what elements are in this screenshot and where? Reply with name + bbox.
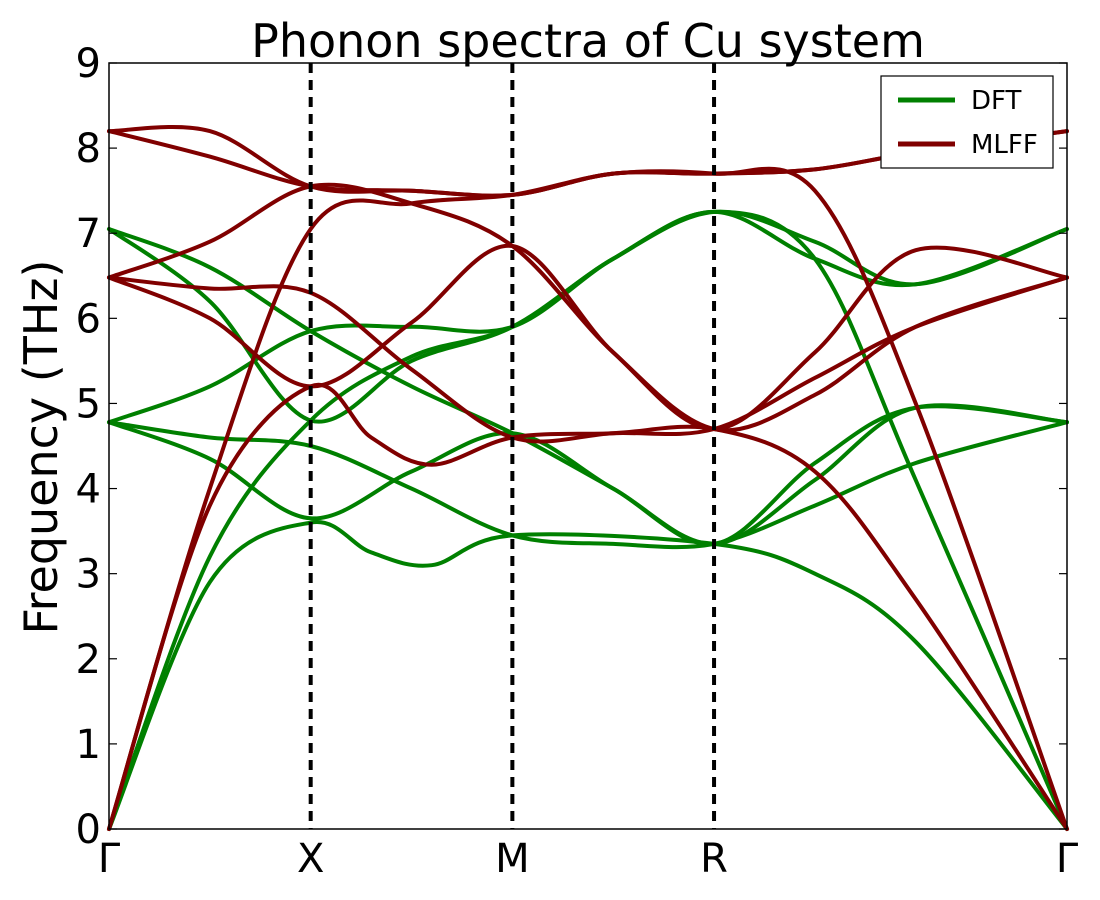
y-tick-label: 2 bbox=[76, 637, 101, 683]
mlff-band-line-5 bbox=[107, 182, 1069, 433]
mlff-band-line-3 bbox=[107, 275, 1069, 444]
y-tick-label: 3 bbox=[76, 552, 101, 598]
x-tick-label: Γ bbox=[98, 836, 121, 882]
dft-band-line-5 bbox=[107, 209, 1069, 425]
y-tick-label: 7 bbox=[76, 211, 101, 257]
mlff-band-line-4 bbox=[107, 243, 1069, 431]
dft-band-line-1 bbox=[107, 520, 1069, 831]
x-tick-label: Γ bbox=[1056, 836, 1079, 882]
plot-frame bbox=[108, 62, 1068, 830]
legend-label-dft: DFT bbox=[971, 86, 1022, 116]
legend-box bbox=[880, 75, 1054, 169]
chart-title: Phonon spectra of Cu system bbox=[251, 14, 925, 68]
y-tick-label: 9 bbox=[76, 41, 101, 87]
y-tick-label: 8 bbox=[76, 126, 101, 172]
y-axis-label: Frequency (THz) bbox=[14, 260, 68, 635]
plot-area bbox=[107, 63, 1069, 831]
x-tick-label: R bbox=[700, 836, 728, 882]
legend: DFT MLFF bbox=[880, 75, 1054, 169]
dft-band-line-7 bbox=[107, 209, 1069, 424]
legend-label-mlff: MLFF bbox=[971, 130, 1038, 160]
y-tick-label: 6 bbox=[76, 296, 101, 342]
y-tick-label: 0 bbox=[76, 807, 101, 853]
dft-band-line-3 bbox=[107, 420, 1069, 550]
dft-band-line-6 bbox=[107, 227, 1069, 546]
y-tick-label: 4 bbox=[76, 467, 101, 513]
dft-band-line-2 bbox=[107, 209, 1069, 831]
y-tick-label: 1 bbox=[76, 722, 101, 768]
x-tick-label: M bbox=[495, 836, 530, 882]
x-tick-label: X bbox=[297, 836, 324, 882]
mlff-band-line-7 bbox=[107, 125, 1069, 198]
dft-band-line-4 bbox=[107, 404, 1069, 547]
y-tick-label: 5 bbox=[76, 381, 101, 427]
mlff-band-line-1 bbox=[107, 382, 1069, 831]
